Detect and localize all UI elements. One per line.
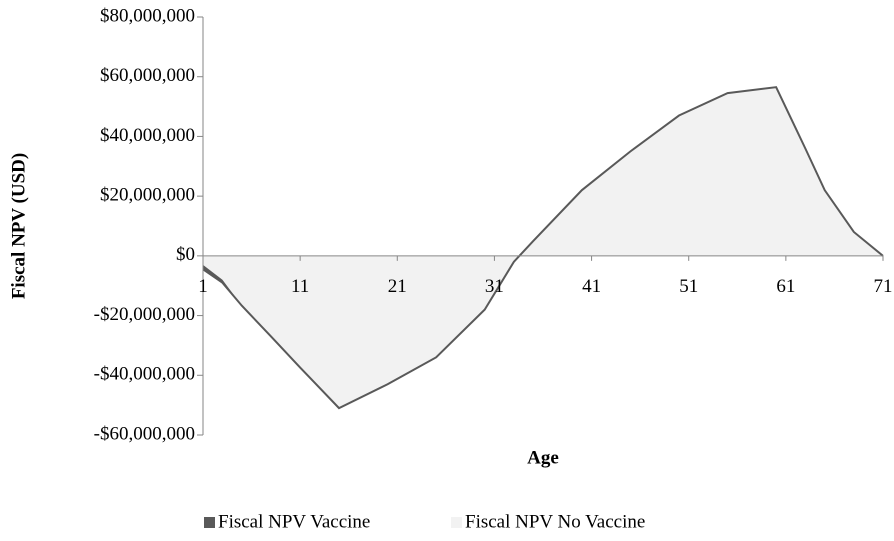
x-tick-label: 11: [291, 276, 309, 297]
legend-swatch: [451, 517, 462, 528]
y-tick-label: $20,000,000: [100, 185, 195, 206]
legend-label: Fiscal NPV Vaccine: [218, 511, 370, 532]
x-tick-label: 71: [874, 276, 893, 297]
y-tick-label: $0: [176, 244, 195, 265]
y-axis-title: Fiscal NPV (USD): [8, 153, 29, 299]
area: [203, 87, 883, 409]
y-tick-label: $60,000,000: [100, 65, 195, 86]
x-tick-label: 21: [388, 276, 407, 297]
legend-label: Fiscal NPV No Vaccine: [465, 511, 645, 532]
legend-swatch: [204, 517, 215, 528]
y-tick-label: -$20,000,000: [94, 304, 195, 325]
y-tick-label: -$40,000,000: [94, 364, 195, 385]
y-tick-label: -$60,000,000: [94, 423, 195, 444]
x-axis-title: Age: [527, 447, 559, 468]
area-edge: [202, 86, 884, 410]
x-tick-label: 1: [198, 276, 208, 297]
y-tick-label: $80,000,000: [100, 5, 195, 26]
y-tick-label: $40,000,000: [100, 125, 195, 146]
x-tick-label: 31: [485, 276, 504, 297]
x-tick-label: 41: [582, 276, 601, 297]
x-tick-label: 61: [776, 276, 795, 297]
x-tick-label: 51: [679, 276, 698, 297]
